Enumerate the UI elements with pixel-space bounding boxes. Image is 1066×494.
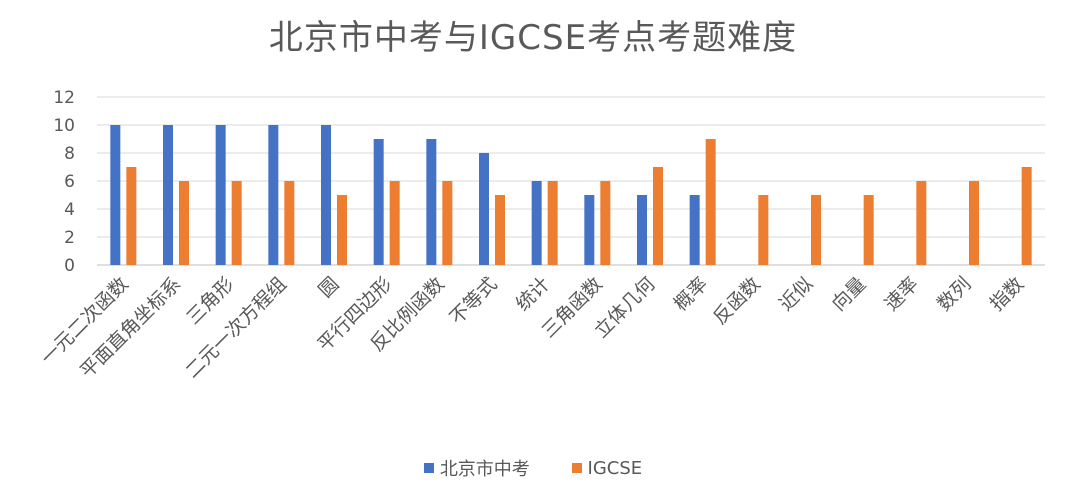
legend-label-igcse: IGCSE — [587, 457, 643, 479]
bar-beijing — [268, 125, 279, 265]
x-tick-label: 向量 — [828, 273, 870, 315]
bar-igcse — [811, 195, 821, 265]
y-tick-label: 12 — [53, 88, 75, 108]
bar-beijing — [637, 195, 647, 265]
bar-beijing — [426, 139, 437, 265]
y-tick-label: 2 — [64, 228, 75, 248]
y-tick-label: 4 — [64, 200, 75, 220]
bar-igcse — [337, 195, 347, 265]
bar-beijing — [373, 139, 384, 265]
bar-beijing — [163, 125, 173, 265]
x-tick-label: 近似 — [775, 273, 817, 315]
bar-beijing — [321, 125, 331, 265]
bar-igcse — [705, 139, 716, 265]
bar-igcse — [600, 181, 611, 265]
x-tick-label: 速率 — [880, 273, 922, 315]
bar-igcse — [495, 195, 505, 265]
bar-beijing — [584, 195, 595, 265]
bar-beijing — [215, 125, 226, 265]
legend-item-beijing: 北京市中考 — [423, 455, 530, 481]
x-tick-label: 反函数 — [709, 273, 765, 329]
bar-beijing — [479, 153, 489, 265]
legend-swatch-igcse — [571, 463, 582, 473]
bar-igcse — [231, 181, 242, 265]
bar-beijing — [110, 125, 121, 265]
bar-igcse — [969, 181, 979, 265]
bar-igcse — [758, 195, 769, 265]
x-tick-label: 统计 — [512, 273, 554, 315]
bar-igcse — [916, 181, 927, 265]
legend-item-igcse: IGCSE — [571, 457, 643, 479]
chart-title: 北京市中考与IGCSE考点考题难度 — [268, 18, 798, 58]
y-tick-label: 0 — [64, 256, 75, 276]
legend-label-beijing: 北京市中考 — [439, 459, 530, 480]
y-tick-label: 6 — [64, 172, 75, 192]
bar-igcse — [863, 195, 874, 265]
x-tick-label: 不等式 — [446, 273, 502, 329]
x-tick-label: 概率 — [670, 273, 712, 315]
x-tick-label: 指数 — [986, 273, 1028, 315]
y-tick-label: 8 — [64, 144, 75, 164]
bar-igcse — [1021, 167, 1032, 265]
legend: 北京市中考 IGCSE — [0, 455, 1066, 481]
bar-igcse — [389, 181, 400, 265]
bar-igcse — [547, 181, 558, 265]
bar-igcse — [126, 167, 137, 265]
x-tick-label: 数列 — [933, 273, 975, 315]
x-tick-label: 圆 — [315, 273, 344, 302]
bar-igcse — [284, 181, 295, 265]
legend-swatch-beijing — [423, 463, 434, 473]
bar-beijing — [531, 181, 542, 265]
bar-igcse — [179, 181, 189, 265]
bar-igcse — [442, 181, 453, 265]
bar-igcse — [653, 167, 663, 265]
bar-beijing — [689, 195, 700, 265]
y-tick-label: 10 — [53, 116, 75, 136]
